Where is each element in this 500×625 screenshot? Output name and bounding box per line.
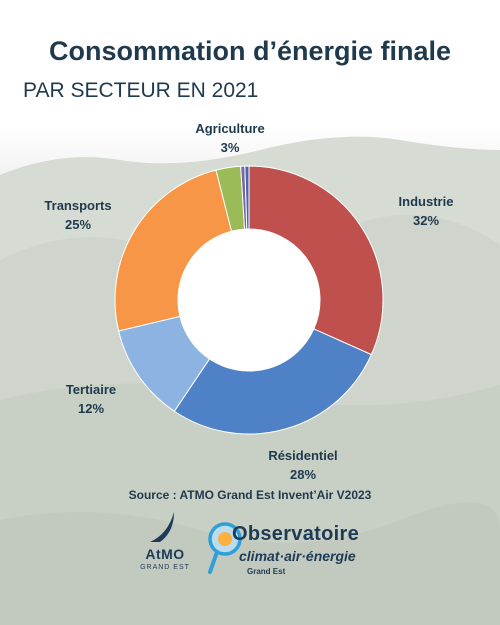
label-transports-name: Transports <box>44 198 112 213</box>
observatoire-logo-region: Grand Est <box>247 567 286 576</box>
atmo-logo: AtMO GRAND EST <box>130 508 200 578</box>
observatoire-logo: Observatoire climat·air·énergie Grand Es… <box>205 515 385 585</box>
label-agriculture-value: 3% <box>220 140 240 155</box>
label-residentiel: Résidentiel 28% <box>253 446 353 484</box>
label-industrie-name: Industrie <box>398 194 454 209</box>
label-transports: Transports 25% <box>28 196 128 234</box>
label-tertiaire-value: 12% <box>77 401 105 416</box>
atmo-logo-subtext: GRAND EST <box>140 564 190 571</box>
label-industrie: Industrie 32% <box>376 192 476 230</box>
label-residentiel-value: 28% <box>289 467 317 482</box>
observatoire-logo-subtitle: climat·air·énergie <box>239 548 356 564</box>
label-residentiel-name: Résidentiel <box>268 448 338 463</box>
chart-source: Source : ATMO Grand Est Invent’Air V2023 <box>128 488 372 502</box>
donut-hole <box>178 229 320 371</box>
atmo-logo-text: AtMO <box>145 546 185 562</box>
label-agriculture-name: Agriculture <box>195 121 265 136</box>
label-transports-value: 25% <box>64 217 92 232</box>
label-tertiaire: Tertiaire 12% <box>41 380 141 418</box>
observatoire-logo-title: Observatoire <box>232 523 359 545</box>
label-agriculture: Agriculture 3% <box>180 119 280 157</box>
magnifier-icon <box>208 522 242 574</box>
label-industrie-value: 32% <box>412 213 440 228</box>
atmo-swoosh-icon <box>150 512 174 542</box>
label-tertiaire-name: Tertiaire <box>65 382 117 397</box>
chart-title: Consommation d’énergie finale <box>48 36 452 66</box>
chart-subtitle: PAR SECTEUR EN 2021 <box>23 79 259 102</box>
